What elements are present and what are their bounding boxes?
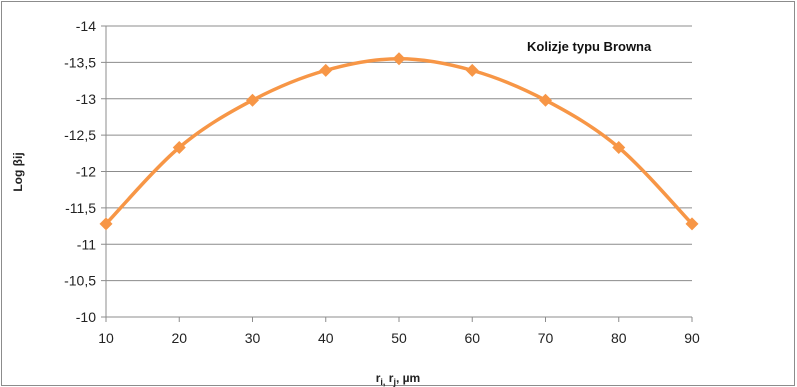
axes xyxy=(105,26,693,322)
x-tick-label: 70 xyxy=(538,330,554,346)
x-tick-label: 50 xyxy=(391,330,407,346)
y-tick-label: -14 xyxy=(76,18,96,34)
y-tick-labels: -10 -10,5 -11 -11,5 -12 -12,5 -13 -13,5 -14 xyxy=(64,18,96,325)
y-tick-label: -13 xyxy=(76,91,96,107)
x-axis-title-sub-i: i, xyxy=(380,377,385,387)
y-tick-label: -12 xyxy=(76,164,96,180)
x-tick-label: 80 xyxy=(611,330,627,346)
x-axis-title: ri, rj, µm xyxy=(376,371,420,387)
x-axis-title-tail: , µm xyxy=(396,371,420,385)
data-point-marker xyxy=(465,63,479,77)
y-tick-label: -11 xyxy=(77,236,96,252)
data-point-marker xyxy=(99,217,113,231)
x-axis-title-main: r xyxy=(376,371,381,385)
series-markers xyxy=(99,52,699,231)
x-axis-title-mid: r xyxy=(385,371,393,385)
chart-annotation: Kolizje typu Browna xyxy=(527,39,652,54)
x-tick-label: 30 xyxy=(245,330,261,346)
y-tick-label: -13,5 xyxy=(64,54,96,70)
data-point-marker xyxy=(539,93,552,107)
y-tick-label: -11,5 xyxy=(65,200,96,216)
data-point-marker xyxy=(392,52,406,66)
data-point-marker xyxy=(246,93,259,107)
x-tick-labels: 10 20 30 40 50 60 70 80 90 xyxy=(98,330,700,346)
gridlines xyxy=(101,25,692,318)
data-point-marker xyxy=(685,217,699,231)
x-tick-label: 20 xyxy=(171,330,187,346)
data-point-marker xyxy=(172,140,186,154)
x-tick-label: 90 xyxy=(684,330,700,346)
x-axis-title-sub-j: j xyxy=(392,377,396,387)
y-tick-label: -10 xyxy=(76,309,96,325)
series-line xyxy=(104,56,694,226)
x-tick-label: 40 xyxy=(318,330,334,346)
x-tick-label: 60 xyxy=(464,330,480,346)
data-point-marker xyxy=(319,63,333,77)
y-tick-label: -10,5 xyxy=(64,273,96,289)
data-point-marker xyxy=(612,140,626,154)
x-tick-label: 10 xyxy=(98,330,114,346)
y-axis-title: Log βij xyxy=(11,152,25,191)
y-tick-label: -12,5 xyxy=(64,127,96,143)
